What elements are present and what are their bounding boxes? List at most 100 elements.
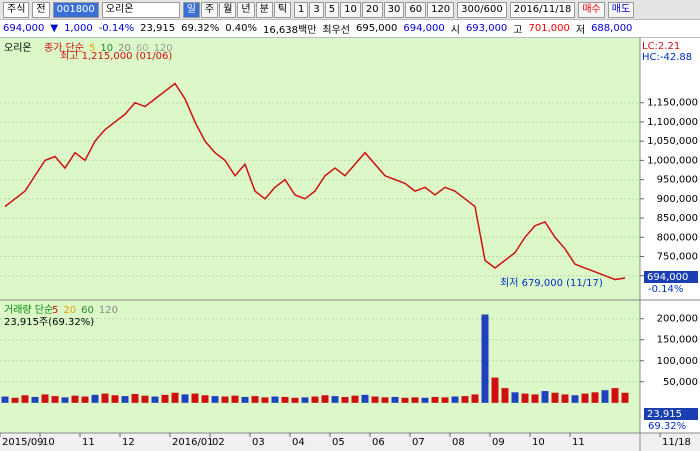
volume-bar (341, 396, 349, 403)
y-tick-label: 150,000 (657, 335, 698, 346)
volume-bar (101, 393, 109, 403)
volume-bar (221, 396, 229, 403)
volume-bar (151, 396, 159, 403)
open: 693,000 (465, 23, 508, 34)
legend-entry: 5 (89, 43, 95, 54)
count[interactable]: 300/600 (457, 1, 507, 18)
minute-button[interactable]: 20 (361, 1, 383, 18)
volume-bar (281, 396, 289, 403)
legend-entry: 20 (118, 43, 131, 54)
volume-bar (1, 396, 9, 403)
minute-button[interactable]: 120 (427, 1, 455, 18)
volume-bar (521, 393, 529, 403)
minute-button[interactable]: 1 (294, 1, 309, 18)
volume-bar (361, 394, 369, 403)
volume-bar (471, 394, 479, 403)
volume-bar (111, 395, 119, 403)
volume-bar (481, 314, 489, 403)
arrow: ▼ (50, 23, 59, 34)
x-tick-label: 11 (572, 437, 585, 448)
x-tick-label: 11/18 (662, 437, 691, 448)
volume-bar (561, 394, 569, 403)
type[interactable]: 전 (32, 1, 50, 18)
last-price: 694,000 (647, 272, 688, 283)
plot-bg (0, 38, 640, 433)
legend-entry: 5 (52, 305, 58, 316)
period-button[interactable]: 월 (219, 1, 237, 18)
volume-bar (441, 397, 449, 403)
volume-bar (41, 394, 49, 403)
volume-bar (351, 395, 359, 403)
minute-button[interactable]: 30 (383, 1, 405, 18)
ask: 695,000 (356, 23, 398, 34)
volume-bar (301, 397, 309, 403)
volume-bar (121, 396, 129, 403)
volume-bar (241, 396, 249, 403)
x-tick-label: 07 (412, 437, 425, 448)
period-button[interactable]: 틱 (273, 1, 292, 18)
vol-pct: 69.32% (648, 421, 686, 432)
code[interactable]: 001800 (52, 1, 99, 18)
high: 701,000 (528, 23, 570, 34)
minute-button[interactable]: 10 (340, 1, 361, 18)
turnover: 0.40% (225, 23, 258, 34)
volume-bar (191, 393, 199, 403)
legend-entry: 종가 단순 (44, 42, 84, 54)
period-button[interactable]: 분 (255, 1, 273, 18)
volume-bar (591, 392, 599, 403)
high-annotation: 최고 1,215,000 (01/06) (60, 50, 172, 62)
volume-bar (51, 396, 59, 403)
minute-button[interactable]: 5 (324, 1, 340, 18)
sell[interactable]: 매도 (607, 1, 635, 18)
y-tick-label: 750,000 (657, 251, 698, 262)
volume-bar (171, 392, 179, 403)
volume-bar (61, 397, 69, 403)
period-button[interactable]: 주 (201, 1, 219, 18)
volume-bar (11, 397, 19, 403)
market[interactable]: 주식 (3, 1, 30, 18)
hc: HC:-42.88 (642, 52, 692, 63)
quote-bar: 694,000 ▼ 1,000 -0.14% 23,915 69.32% 0.4… (0, 20, 700, 38)
legend-entry: 60 (136, 43, 149, 54)
x-tick-label: 04 (292, 437, 305, 448)
volume-bar (381, 397, 389, 403)
x-tick-label: 03 (252, 437, 265, 448)
buy[interactable]: 매수 (578, 1, 605, 18)
y-tick-label: 850,000 (657, 213, 698, 224)
volume-bar (181, 394, 189, 403)
period-button[interactable]: 년 (237, 1, 255, 18)
x-tick-label: 02 (212, 437, 225, 448)
legend-entry: 120 (154, 43, 173, 54)
legend-entry: 120 (99, 305, 118, 316)
volume-bar (601, 390, 609, 403)
volume-bar (491, 377, 499, 403)
vol-last: 23,915 (647, 409, 682, 420)
volume-bar (541, 391, 549, 403)
x-tick-label: 06 (372, 437, 385, 448)
volume-bar (431, 396, 439, 403)
date[interactable]: 2016/11/18 (509, 1, 576, 18)
amount: 16,638백만 (263, 25, 317, 36)
price-line (4, 82, 626, 281)
x-tick-label: 2016/01 (172, 437, 214, 448)
last-box (644, 271, 698, 283)
volume-bar (331, 396, 339, 403)
volume-bar (321, 395, 329, 403)
minute-button[interactable]: 60 (405, 1, 427, 18)
stock-name[interactable]: 오리온 (101, 1, 180, 18)
volume: 23,915 (140, 23, 176, 34)
x-tick-label: 10 (42, 437, 55, 448)
volume-bar (501, 388, 509, 403)
low: 688,000 (591, 23, 633, 34)
minute-button[interactable]: 3 (309, 1, 324, 18)
high-label: 고 (513, 25, 523, 36)
volume-bar (201, 395, 209, 403)
y-tick-label: 1,000,000 (647, 155, 698, 166)
period-button[interactable]: 일 (182, 1, 200, 18)
volume-bar (371, 396, 379, 403)
y-tick-label: 950,000 (657, 175, 698, 186)
panel-title: 오리온 (4, 42, 32, 54)
x-tick-label: 05 (332, 437, 345, 448)
